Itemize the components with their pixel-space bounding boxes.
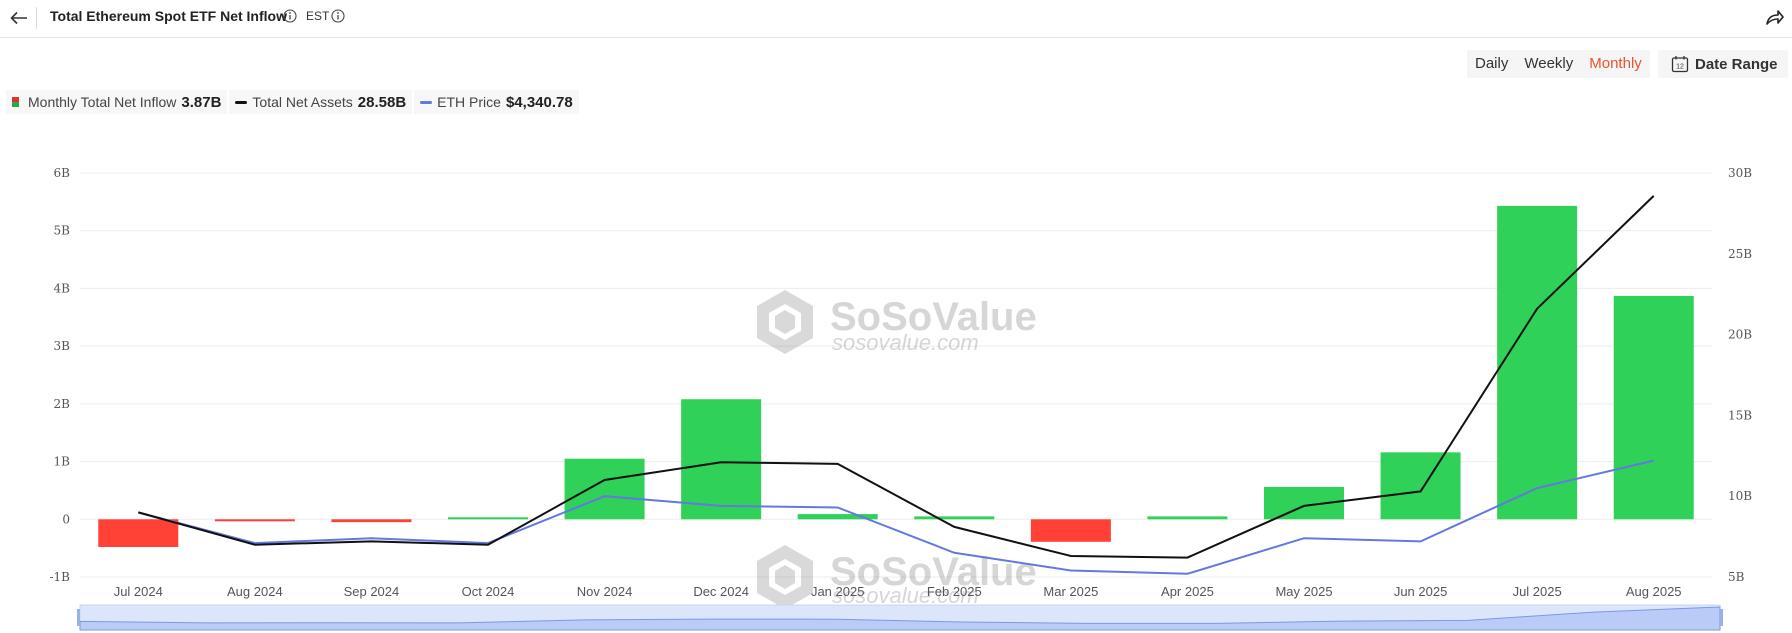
- inflow-bar: [214, 519, 295, 522]
- x-axis-tick: Nov 2024: [577, 584, 633, 599]
- legend-swatch-line: [235, 100, 248, 104]
- timezone-label: EST: [306, 9, 330, 23]
- total-net-assets-line: [138, 195, 1655, 559]
- gridlines: [80, 172, 1712, 578]
- navigator-area: [79, 606, 1721, 631]
- divider: [36, 7, 37, 29]
- navigator-left-handle: [77, 609, 80, 626]
- share-icon: [1766, 10, 1784, 25]
- left-axis-tick: 2B: [54, 397, 71, 411]
- x-axis-tick: Jun 2025: [1394, 584, 1448, 599]
- x-axis-tick: Feb 2025: [927, 584, 982, 599]
- legend-swatch-bar: [12, 97, 19, 107]
- legend-swatch-line: [420, 100, 433, 104]
- right-axis-tick: 20B: [1728, 328, 1752, 342]
- legend-item-eth-price[interactable]: ETH Price $4,340.78: [414, 90, 579, 114]
- x-axis-tick: May 2025: [1275, 584, 1332, 599]
- inflow-bar: [797, 514, 878, 520]
- legend-name: ETH Price: [437, 94, 501, 110]
- interval-tabs: Daily Weekly Monthly: [1467, 50, 1650, 78]
- left-axis-tick: -1B: [49, 570, 70, 584]
- inflow-bar: [1380, 452, 1461, 520]
- watermark-domain: sosovalue.com: [832, 583, 979, 608]
- calendar-icon: 12: [1671, 56, 1689, 73]
- right-axis-tick: 30B: [1728, 166, 1752, 180]
- legend-value: 3.87B: [181, 93, 222, 111]
- inflow-bar: [914, 516, 995, 520]
- right-axis-ticks: 30B 25B 20B 15B 10B 5B: [1728, 166, 1752, 584]
- sosovalue-logo-icon: [757, 290, 813, 354]
- tab-daily[interactable]: Daily: [1475, 55, 1509, 72]
- left-axis-tick: 6B: [54, 166, 71, 180]
- navigator-right-handle: [1720, 609, 1723, 626]
- left-axis-tick: 5B: [54, 224, 71, 238]
- legend-item-net-inflow[interactable]: Monthly Total Net Inflow 3.87B: [6, 90, 228, 114]
- right-axis-tick: 25B: [1728, 247, 1752, 261]
- date-range-button[interactable]: 12 Date Range: [1658, 50, 1788, 78]
- x-axis-tick: Jul 2024: [114, 584, 163, 599]
- watermark: SoSoValue sosovalue.com SoSoValue sosova…: [757, 290, 1037, 609]
- inflow-bar: [1613, 295, 1694, 520]
- arrow-left-icon: [10, 11, 27, 25]
- timezone-info-icon[interactable]: [331, 9, 345, 28]
- watermark-brand: SoSoValue: [830, 295, 1037, 339]
- x-axis-tick: Dec 2024: [693, 584, 749, 599]
- svg-text:12: 12: [1676, 64, 1684, 71]
- right-axis-tick: 15B: [1728, 408, 1752, 422]
- tab-weekly[interactable]: Weekly: [1524, 55, 1574, 72]
- x-axis-ticks: Jul 2024 Aug 2024 Sep 2024 Oct 2024 Nov 2024…: [114, 584, 1682, 599]
- inflow-bar: [1147, 516, 1228, 520]
- share-button[interactable]: [1762, 4, 1788, 30]
- x-axis-tick: Aug 2024: [227, 584, 283, 599]
- chart-legend: Monthly Total Net Inflow 3.87B Total Net…: [6, 90, 581, 114]
- legend-name: Total Net Assets: [252, 94, 353, 110]
- page-title: Total Ethereum Spot ETF Net Inflow: [50, 8, 287, 24]
- inflow-bar: [98, 519, 179, 547]
- range-navigator[interactable]: [77, 604, 1723, 631]
- series-lines: [138, 195, 1655, 575]
- left-axis-ticks: 6B 5B 4B 3B 2B 1B 0 -1B: [49, 166, 70, 584]
- left-axis-tick: 0: [62, 512, 70, 526]
- sosovalue-logo-icon: [757, 545, 813, 609]
- tab-monthly[interactable]: Monthly: [1589, 55, 1642, 72]
- left-axis-tick: 3B: [54, 339, 71, 353]
- legend-name: Monthly Total Net Inflow: [28, 94, 177, 110]
- left-axis-tick: 1B: [54, 455, 71, 469]
- inflow-bar: [1030, 519, 1111, 542]
- inflow-bar: [1497, 205, 1578, 520]
- watermark-domain: sosovalue.com: [832, 330, 979, 355]
- top-bar: Total Ethereum Spot ETF Net Inflow EST: [0, 0, 1792, 38]
- watermark-brand: SoSoValue: [830, 550, 1037, 594]
- legend-item-total-net-assets[interactable]: Total Net Assets 28.58B: [229, 90, 413, 114]
- x-axis-tick: Jan 2025: [811, 584, 865, 599]
- right-axis-tick: 5B: [1728, 570, 1745, 584]
- inflow-bar: [448, 517, 528, 520]
- x-axis-tick: Sep 2024: [344, 584, 400, 599]
- x-axis-tick: Aug 2025: [1626, 584, 1682, 599]
- left-axis-tick: 4B: [54, 281, 71, 295]
- inflow-bars: [98, 205, 1694, 547]
- inflow-bar: [331, 519, 412, 523]
- x-axis-tick: Jul 2025: [1513, 584, 1562, 599]
- x-axis-tick: Mar 2025: [1043, 584, 1098, 599]
- date-range-label: Date Range: [1695, 55, 1778, 73]
- legend-value: 28.58B: [357, 93, 407, 111]
- info-icon[interactable]: [283, 9, 297, 28]
- x-axis-tick: Oct 2024: [462, 584, 515, 599]
- back-button[interactable]: [6, 6, 32, 30]
- right-axis-tick: 10B: [1728, 489, 1752, 503]
- x-axis-tick: Apr 2025: [1161, 584, 1214, 599]
- inflow-bar: [681, 399, 762, 520]
- eth-price-line: [138, 459, 1654, 575]
- legend-value: $4,340.78: [505, 93, 573, 111]
- inflow-bar: [564, 458, 645, 520]
